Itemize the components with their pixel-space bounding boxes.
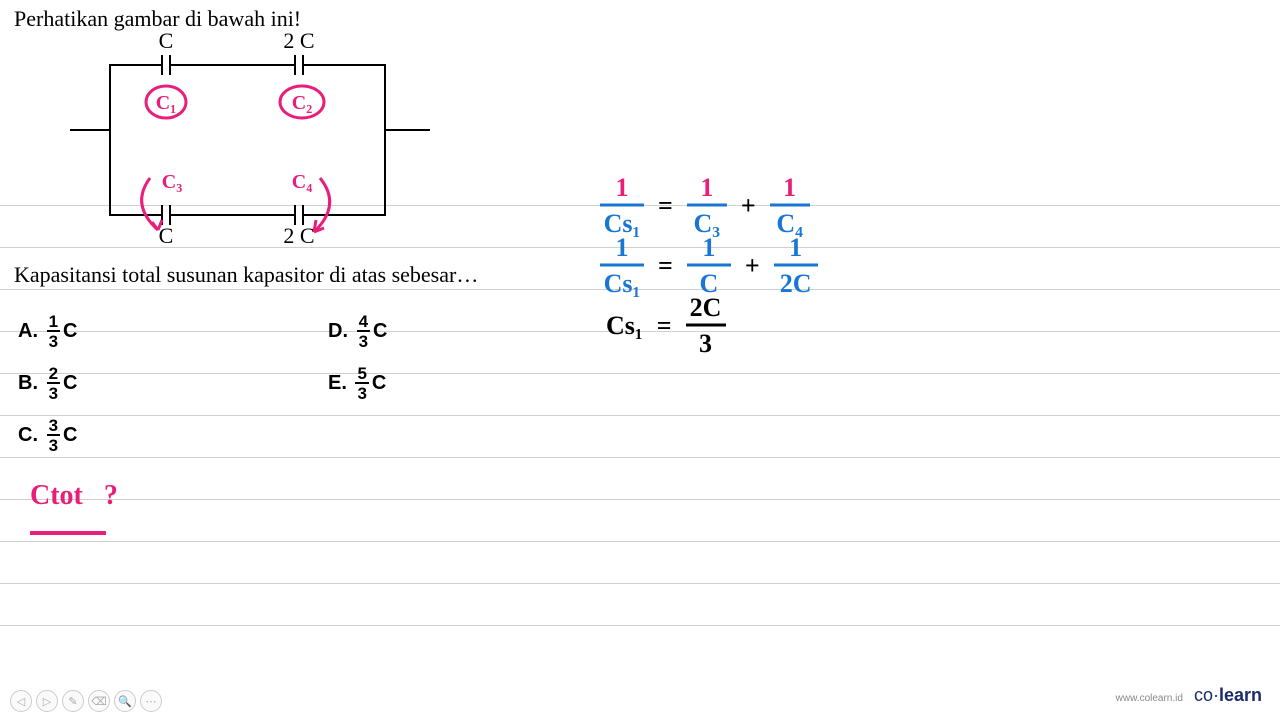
prev-button[interactable]: ◁ <box>10 690 32 712</box>
erase-button[interactable]: ⌫ <box>88 690 110 712</box>
cap-label-top-left: C <box>159 30 174 53</box>
svg-text:C₄: C₄ <box>292 171 312 193</box>
cap-label-bot-right: 2 C <box>283 223 314 248</box>
svg-text:C₂: C₂ <box>292 92 312 114</box>
pen-button[interactable]: ✎ <box>62 690 84 712</box>
answer-options: A. 13 C D. 43 C B. 23 C E. 53 C <box>18 305 638 461</box>
question-intro: Perhatikan gambar di bawah ini! <box>0 0 1280 32</box>
option-d[interactable]: D. 43 C <box>328 305 638 357</box>
option-b[interactable]: B. 23 C <box>18 357 328 409</box>
question-prompt: Kapasitansi total susunan kapasitor di a… <box>0 262 478 288</box>
player-controls: ◁ ▷ ✎ ⌫ 🔍 ⋯ <box>10 690 162 712</box>
option-e[interactable]: E. 53 C <box>328 357 638 409</box>
brand-logo: www.colearn.id co·learn <box>1116 685 1262 706</box>
option-c[interactable]: C. 33 C <box>18 409 328 461</box>
handwritten-work: 1 Cs₁ = 1 C₃ + 1 C₄ 1 Cs₁ <box>600 182 818 350</box>
more-button[interactable]: ⋯ <box>140 690 162 712</box>
svg-text:C₁: C₁ <box>156 92 176 114</box>
zoom-button[interactable]: 🔍 <box>114 690 136 712</box>
next-button[interactable]: ▷ <box>36 690 58 712</box>
cap-label-top-right: 2 C <box>283 30 314 53</box>
circuit-diagram: C 2 C C 2 C C₁ C₂ C₃ C₄ <box>70 30 435 260</box>
ctot-annotation: Ctot ? <box>30 480 118 544</box>
option-a[interactable]: A. 13 C <box>18 305 328 357</box>
svg-text:C₃: C₃ <box>162 171 182 193</box>
